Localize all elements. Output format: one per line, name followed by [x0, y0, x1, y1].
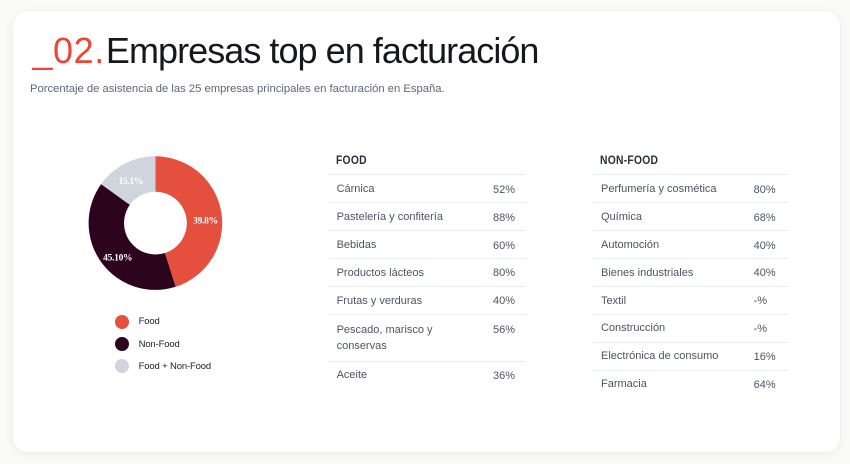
svg-text:15.1%: 15.1%: [119, 177, 144, 187]
svg-text:39.8%: 39.8%: [193, 217, 218, 227]
svg-text:45.10%: 45.10%: [103, 254, 132, 264]
